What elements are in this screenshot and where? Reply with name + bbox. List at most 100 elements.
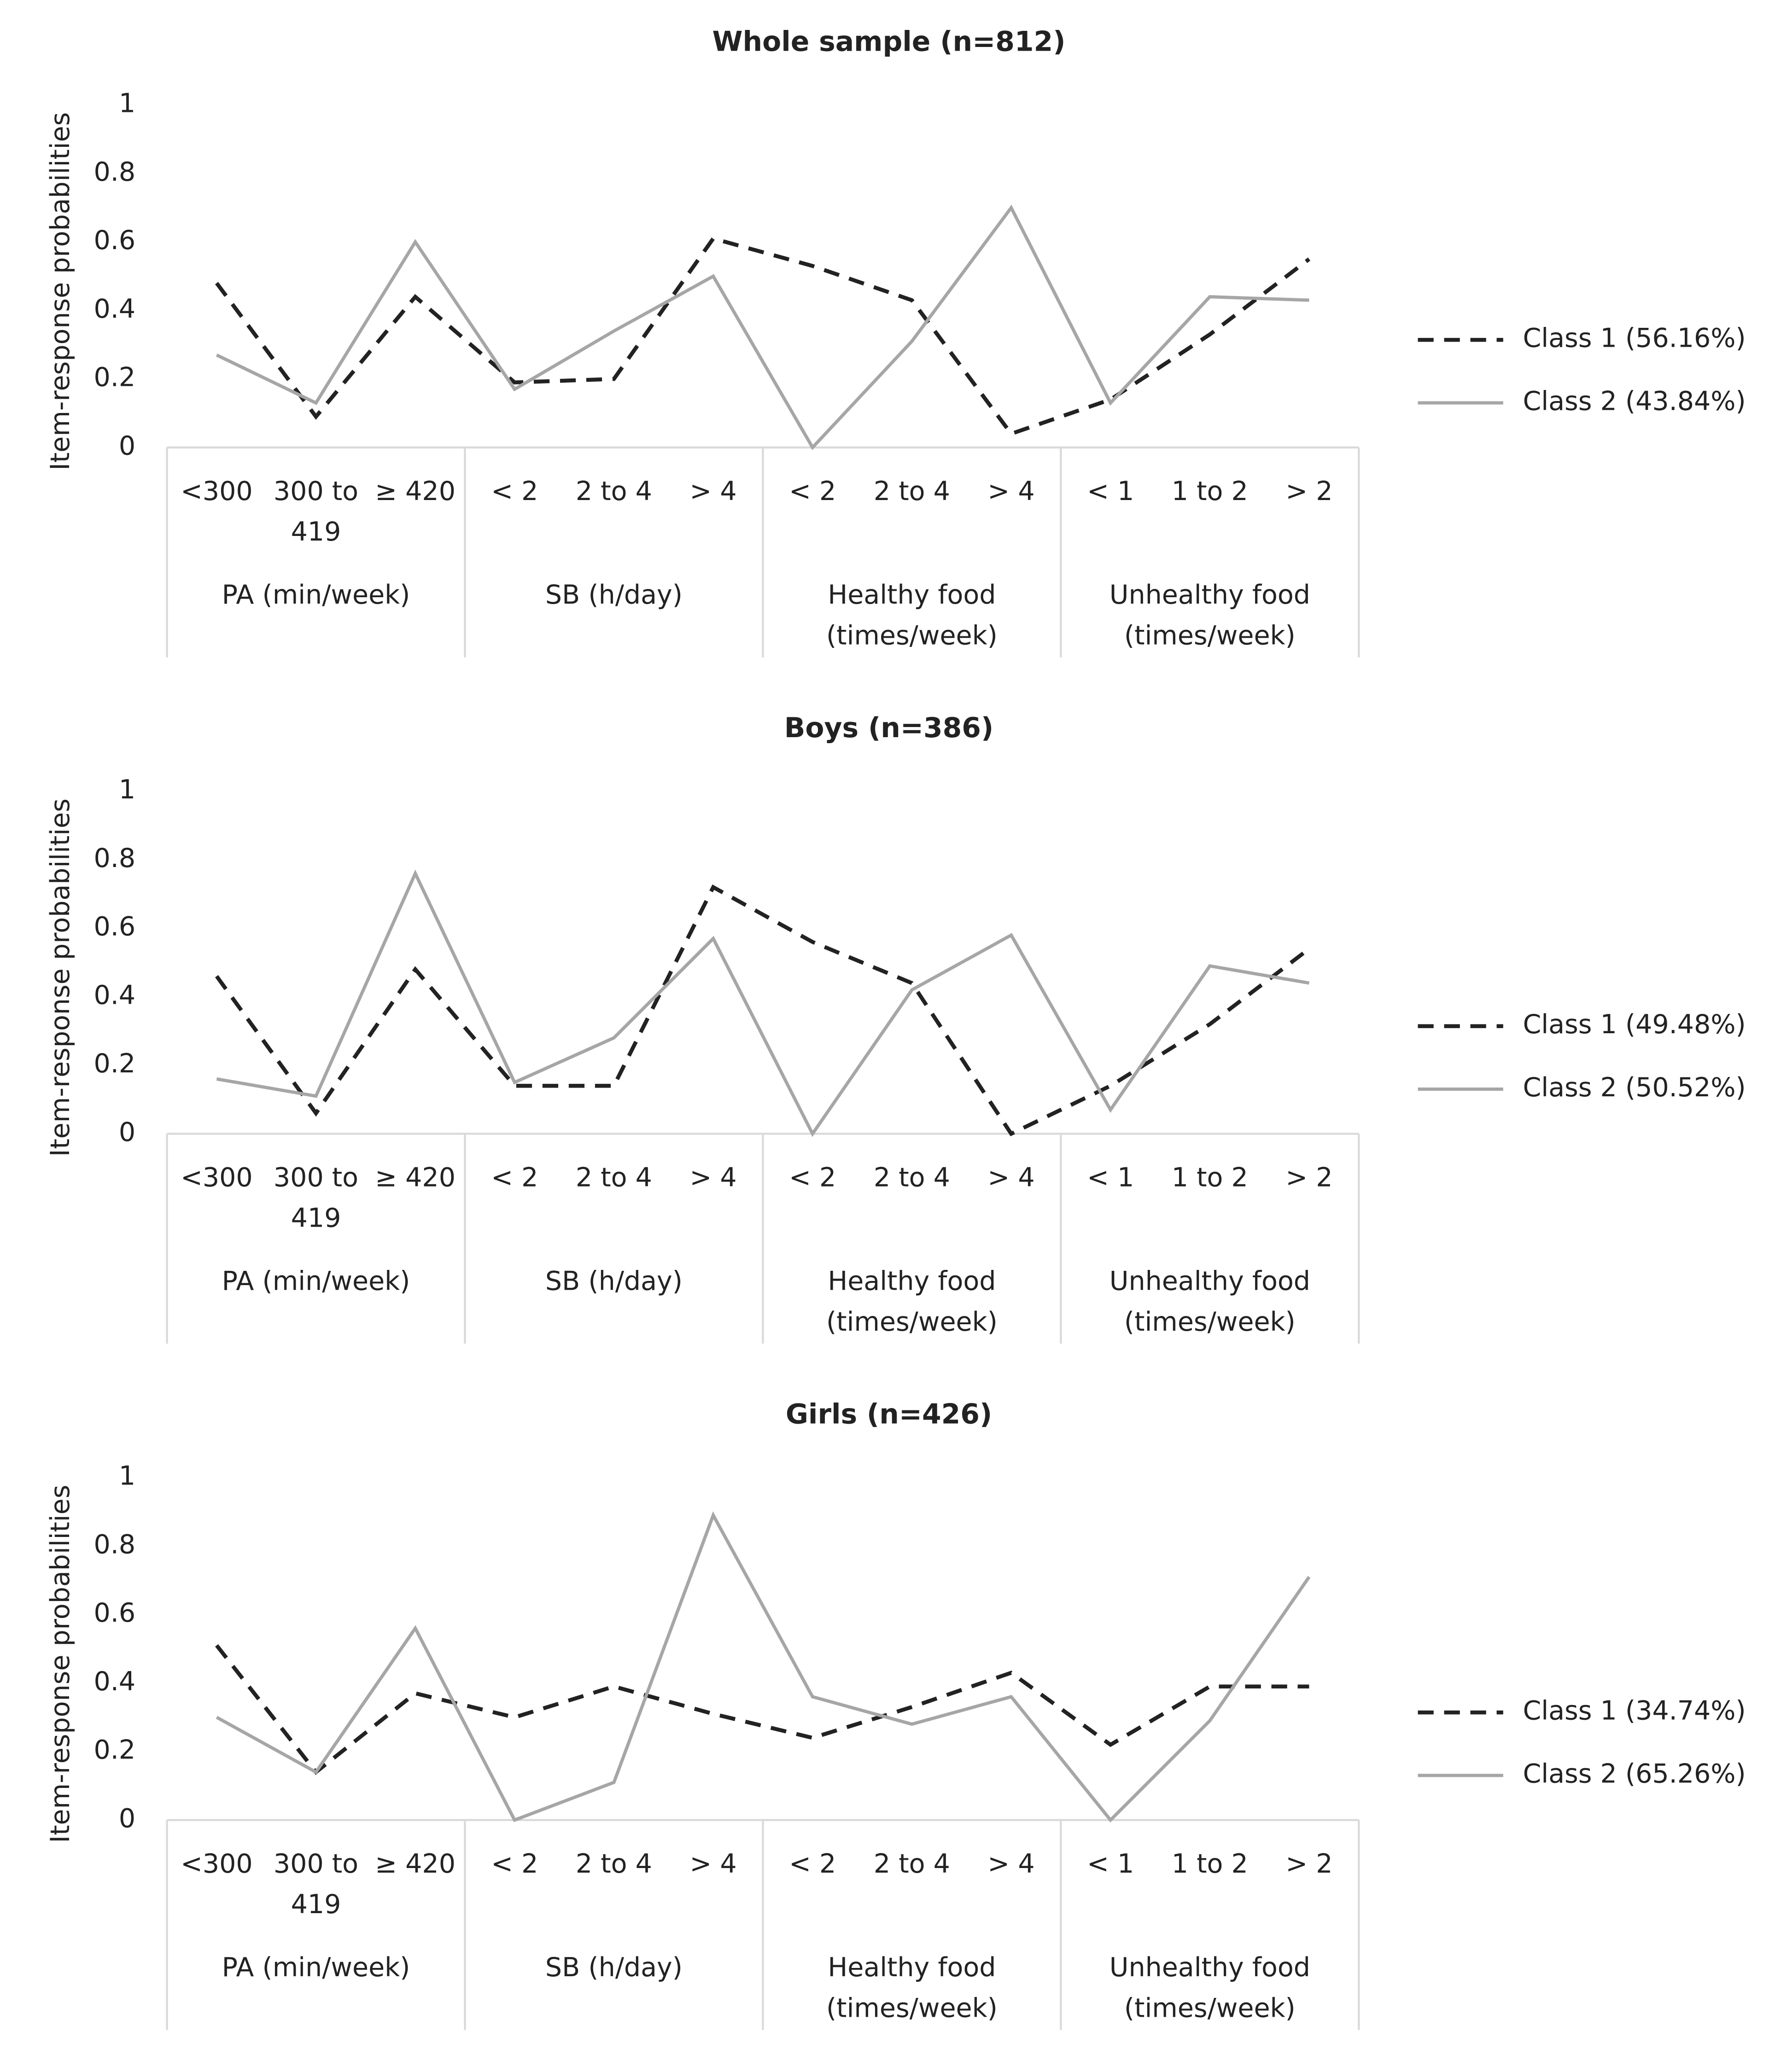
- x-tick-label-box: < 2: [789, 1847, 836, 1880]
- legend-label: Class 2 (50.52%): [1523, 1072, 1746, 1103]
- y-tick-label: 0.6: [94, 225, 136, 256]
- x-tick-label: > 2: [1285, 1847, 1333, 1880]
- x-tick-label: ≥ 420: [375, 1161, 456, 1193]
- group-label: Unhealthy food (times/week): [1109, 1951, 1310, 2024]
- x-tick-label-box: 2 to 4: [575, 1161, 652, 1193]
- x-tick-label: 1 to 2: [1171, 1847, 1248, 1880]
- series-line: [216, 1511, 1311, 1823]
- x-tick-label: < 2: [789, 475, 836, 507]
- y-tick-label: 1: [119, 88, 135, 119]
- x-tick-label-box: < 2: [789, 1161, 836, 1193]
- y-tick-label: 1: [119, 774, 135, 805]
- x-tick-label-box: 2 to 4: [576, 1848, 652, 1879]
- x-tick-label-box: < 2: [789, 475, 836, 507]
- panel: Boys (n=386) Item-response probabilities 0…: [45, 712, 1746, 1344]
- x-tick-label-box: < 2: [491, 475, 538, 507]
- group-label-box: Unhealthy food (times/week): [1110, 1265, 1310, 1337]
- group-label-box: Healthy food (times/week): [826, 1265, 998, 1338]
- group-label: SB (h/day): [545, 1265, 683, 1297]
- y-tick-label: 0.8: [94, 1529, 136, 1560]
- x-tick-label-box: < 2: [491, 1161, 538, 1193]
- x-tick-label-box: < 1: [1087, 1847, 1134, 1880]
- panel: Girls (n=426) Item-response probabilities…: [45, 1398, 1746, 2030]
- y-tick-label: 0: [119, 1117, 135, 1147]
- group-label-box: SB (h/day): [545, 1951, 683, 1983]
- x-tick-label: < 2: [789, 1847, 836, 1880]
- x-tick-label: > 4: [689, 1161, 737, 1193]
- x-tick-label-box: 1 to 2: [1171, 1161, 1248, 1193]
- legend-label: Class 1 (56.16%): [1523, 323, 1746, 354]
- x-tick-label: 300 to 419: [273, 475, 359, 547]
- legend-label: Class 2 (65.26%): [1523, 1759, 1746, 1789]
- legend-label: Class 1 (34.74%): [1523, 1696, 1746, 1726]
- y-tick-label: 0.4: [94, 980, 136, 1010]
- x-tick-label: ≥ 420: [375, 475, 456, 507]
- y-tick-label: 0.4: [94, 294, 136, 324]
- group-label-box: Healthy food (times/week): [826, 578, 998, 651]
- x-tick-label: > 4: [689, 1847, 737, 1880]
- x-tick-label-box: > 4: [689, 475, 737, 507]
- group-label: Unhealthy food (times/week): [1109, 578, 1310, 651]
- x-tick-label: < 1: [1087, 1847, 1134, 1880]
- x-tick-label-box: 2 to 4: [874, 1848, 950, 1879]
- y-tick-label: 0: [119, 431, 135, 461]
- y-tick-label: 0.6: [94, 1598, 136, 1628]
- y-axis-label: Item-response probabilities: [45, 112, 76, 471]
- x-tick-label: 300 to 419: [273, 1161, 359, 1234]
- x-tick-label: 1 to 2: [1171, 475, 1248, 507]
- legend-label: Class 2 (43.84%): [1523, 386, 1746, 417]
- group-label-box: PA (min/week): [222, 1951, 410, 1983]
- y-tick-label: 0.4: [94, 1666, 136, 1697]
- x-tick-label-box: < 2: [491, 1847, 538, 1880]
- chart-title: Whole sample (n=812): [712, 26, 1066, 58]
- x-tick-label: <300: [181, 1161, 253, 1193]
- x-tick-label: <300: [181, 1847, 253, 1880]
- x-tick-label-box: 300 to 419: [273, 1161, 359, 1234]
- group-label-box: SB (h/day): [545, 1265, 683, 1297]
- group-label-box: Healthy food (times/week): [826, 1951, 998, 2024]
- x-tick-label: < 2: [491, 475, 538, 507]
- y-tick-label: 0.8: [94, 843, 136, 873]
- x-tick-label: 2 to 4: [575, 1161, 652, 1193]
- x-tick-label-box: > 4: [689, 1161, 737, 1193]
- group-label-box: SB (h/day): [545, 579, 683, 610]
- x-tick-label: 2 to 4: [873, 475, 950, 507]
- x-tick-label-box: 2 to 4: [874, 1161, 950, 1193]
- x-tick-label: > 4: [987, 1161, 1035, 1193]
- group-label-box: PA (min/week): [222, 578, 410, 611]
- x-tick-label: <300: [181, 475, 253, 507]
- x-tick-label: > 2: [1285, 1161, 1333, 1193]
- group-label: SB (h/day): [545, 1951, 683, 1983]
- x-tick-label: < 1: [1087, 475, 1134, 507]
- x-tick-label-box: > 4: [987, 1847, 1035, 1880]
- group-label-box: Unhealthy food (times/week): [1109, 578, 1310, 651]
- x-tick-label: > 2: [1285, 475, 1333, 507]
- series-line: [215, 236, 1311, 437]
- x-tick-label: > 4: [689, 475, 737, 507]
- x-tick-label: ≥ 420: [375, 1847, 456, 1880]
- group-label: Healthy food (times/week): [826, 1265, 998, 1338]
- group-label: PA (min/week): [222, 1265, 410, 1297]
- x-tick-label-box: ≥ 420: [375, 475, 456, 507]
- x-tick-label: > 4: [987, 1847, 1035, 1880]
- group-label: Healthy food (times/week): [826, 578, 998, 651]
- panel: Whole sample (n=812) Item-response probab…: [45, 26, 1746, 658]
- x-tick-label: < 2: [491, 1847, 538, 1880]
- x-tick-label-box: <300: [181, 1161, 253, 1193]
- x-tick-label-box: 300 to 419: [273, 475, 359, 547]
- series-line: [215, 884, 1311, 1136]
- x-tick-label-box: 1 to 2: [1171, 1847, 1248, 1880]
- x-tick-label-box: > 2: [1285, 1161, 1333, 1193]
- series-line: [216, 869, 1310, 1137]
- x-tick-label: < 1: [1087, 1161, 1134, 1193]
- group-label-box: PA (min/week): [222, 1265, 410, 1297]
- y-tick-label: 0: [119, 1803, 135, 1833]
- x-tick-label: 1 to 2: [1171, 1161, 1248, 1193]
- x-tick-label-box: ≥ 420: [375, 1161, 456, 1193]
- group-label: PA (min/week): [222, 578, 410, 611]
- x-tick-label: 300 to 419: [273, 1847, 359, 1920]
- x-tick-label: > 4: [987, 475, 1035, 507]
- y-tick-label: 0.2: [94, 1048, 136, 1079]
